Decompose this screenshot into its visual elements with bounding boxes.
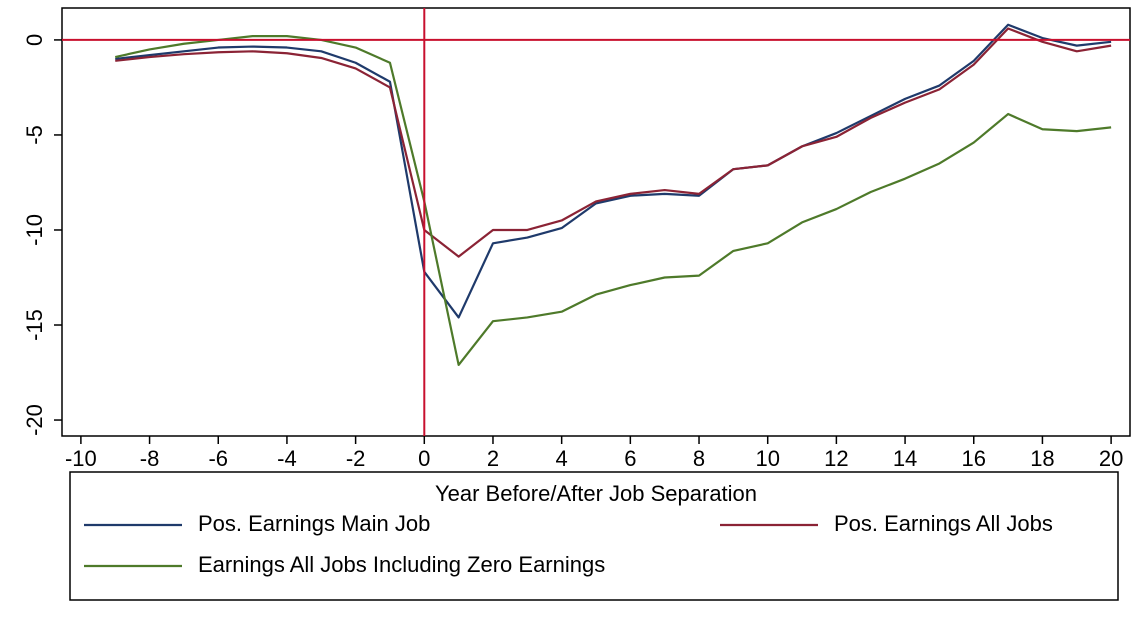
data-line	[114, 35, 1112, 367]
x-tick-label: 0	[418, 446, 430, 471]
y-tick-label: -10	[22, 214, 47, 246]
legend-label: Earnings All Jobs Including Zero Earning…	[198, 552, 605, 577]
x-tick-label: -8	[140, 446, 160, 471]
x-tick-label: 2	[487, 446, 499, 471]
data-line	[115, 27, 1112, 258]
x-tick-label: 12	[824, 446, 848, 471]
y-tick-label: -5	[22, 125, 47, 145]
data-line	[115, 23, 1112, 319]
x-axis-label: Year Before/After Job Separation	[435, 481, 757, 506]
y-tick-label: -20	[22, 404, 47, 436]
plot-frame	[61, 7, 1131, 437]
x-tick-label: -4	[277, 446, 297, 471]
x-tick-label: -2	[346, 446, 366, 471]
x-tick-label: 8	[693, 446, 705, 471]
x-tick-label: 20	[1099, 446, 1123, 471]
x-tick-label: -10	[65, 446, 97, 471]
x-tick-label: 4	[556, 446, 568, 471]
x-tick-label: 16	[962, 446, 986, 471]
x-tick-label: 6	[624, 446, 636, 471]
x-tick-label: 10	[755, 446, 779, 471]
x-tick-label: 14	[893, 446, 917, 471]
legend-label: Pos. Earnings All Jobs	[834, 511, 1053, 536]
x-tick-label: -6	[208, 446, 228, 471]
x-tick-label: 18	[1030, 446, 1054, 471]
legend-label: Pos. Earnings Main Job	[198, 511, 430, 536]
legend-box	[69, 471, 1119, 601]
y-tick-label: 0	[22, 34, 47, 46]
y-tick-label: -15	[22, 309, 47, 341]
